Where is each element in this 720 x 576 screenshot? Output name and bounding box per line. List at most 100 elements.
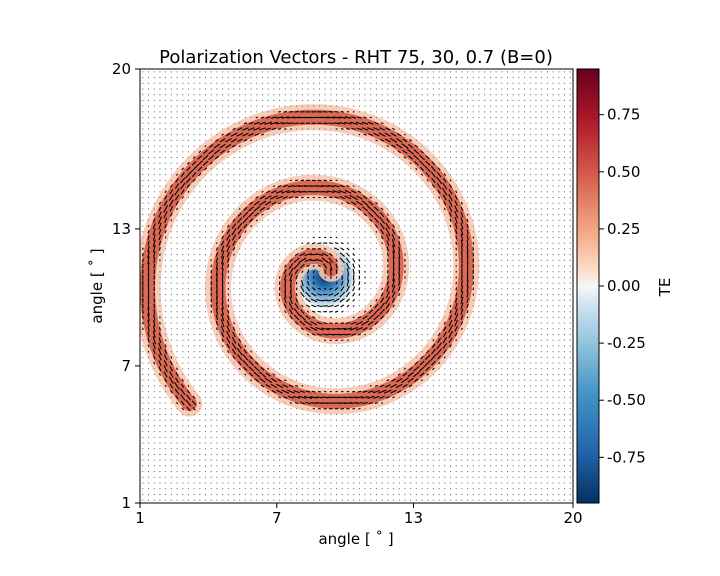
grid-dot xyxy=(210,396,212,398)
grid-dot xyxy=(569,368,571,370)
grid-dot xyxy=(142,219,144,221)
grid-dot xyxy=(438,488,440,490)
grid-dot xyxy=(404,179,406,181)
grid-dot xyxy=(187,151,189,153)
grid-dot xyxy=(506,231,508,233)
grid-dot xyxy=(563,139,565,141)
grid-dot xyxy=(472,436,474,438)
grid-dot xyxy=(353,311,355,313)
grid-dot xyxy=(541,219,543,221)
grid-dot xyxy=(501,202,503,204)
grid-dot xyxy=(159,128,161,130)
grid-dot xyxy=(347,419,349,421)
grid-dot xyxy=(239,71,241,73)
grid-dot xyxy=(227,202,229,204)
grid-dot xyxy=(478,453,480,455)
grid-dot xyxy=(541,139,543,141)
polarization-vector xyxy=(215,314,219,321)
grid-dot xyxy=(142,117,144,119)
grid-dot xyxy=(546,236,548,238)
grid-dot xyxy=(341,368,343,370)
grid-dot xyxy=(313,231,315,233)
grid-dot xyxy=(427,459,429,461)
grid-dot xyxy=(421,202,423,204)
grid-dot xyxy=(489,254,491,256)
grid-dot xyxy=(205,465,207,467)
grid-dot xyxy=(205,339,207,341)
grid-dot xyxy=(506,368,508,370)
grid-dot xyxy=(546,94,548,96)
grid-dot xyxy=(506,88,508,90)
grid-dot xyxy=(301,99,303,101)
grid-dot xyxy=(273,214,275,216)
grid-dot xyxy=(524,219,526,221)
grid-dot xyxy=(370,294,372,296)
grid-dot xyxy=(364,288,366,290)
grid-dot xyxy=(353,368,355,370)
grid-dot xyxy=(535,151,537,153)
grid-dot xyxy=(313,82,315,84)
grid-dot xyxy=(387,196,389,198)
grid-dot xyxy=(524,493,526,495)
grid-dot xyxy=(438,282,440,284)
grid-dot xyxy=(233,94,235,96)
grid-dot xyxy=(239,88,241,90)
grid-dot xyxy=(541,122,543,124)
grid-dot xyxy=(524,94,526,96)
grid-dot xyxy=(484,488,486,490)
grid-dot xyxy=(318,362,320,364)
grid-dot xyxy=(199,482,201,484)
grid-dot xyxy=(347,77,349,79)
grid-dot xyxy=(461,191,463,193)
grid-dot xyxy=(444,265,446,267)
grid-dot xyxy=(421,408,423,410)
grid-dot xyxy=(353,151,355,153)
grid-dot xyxy=(489,202,491,204)
grid-dot xyxy=(512,396,514,398)
grid-dot xyxy=(524,339,526,341)
grid-dot xyxy=(165,465,167,467)
grid-dot xyxy=(227,379,229,381)
polarization-vector xyxy=(152,239,156,247)
grid-dot xyxy=(187,482,189,484)
grid-dot xyxy=(450,265,452,267)
polarization-vector xyxy=(174,188,180,196)
grid-dot xyxy=(563,162,565,164)
polarization-vector xyxy=(220,256,225,265)
grid-dot xyxy=(529,396,531,398)
grid-dot xyxy=(558,236,560,238)
grid-dot xyxy=(484,202,486,204)
grid-dot xyxy=(227,356,229,358)
grid-dot xyxy=(170,139,172,141)
grid-dot xyxy=(415,82,417,84)
grid-dot xyxy=(472,413,474,415)
grid-dot xyxy=(347,134,349,136)
grid-dot xyxy=(535,345,537,347)
grid-dot xyxy=(170,271,172,273)
grid-dot xyxy=(142,362,144,364)
grid-dot xyxy=(484,442,486,444)
grid-dot xyxy=(563,368,565,370)
grid-dot xyxy=(569,288,571,290)
grid-dot xyxy=(427,402,429,404)
grid-dot xyxy=(199,442,201,444)
grid-dot xyxy=(330,482,332,484)
grid-dot xyxy=(261,448,263,450)
grid-dot xyxy=(261,413,263,415)
grid-dot xyxy=(330,442,332,444)
grid-dot xyxy=(261,259,263,261)
grid-dot xyxy=(415,259,417,261)
grid-dot xyxy=(307,214,309,216)
grid-dot xyxy=(484,311,486,313)
grid-dot xyxy=(170,111,172,113)
grid-dot xyxy=(432,191,434,193)
grid-dot xyxy=(444,402,446,404)
grid-dot xyxy=(244,391,246,393)
grid-dot xyxy=(227,493,229,495)
grid-dot xyxy=(250,88,252,90)
grid-dot xyxy=(506,328,508,330)
grid-dot xyxy=(495,448,497,450)
grid-dot xyxy=(193,145,195,147)
grid-dot xyxy=(165,117,167,119)
grid-dot xyxy=(569,436,571,438)
